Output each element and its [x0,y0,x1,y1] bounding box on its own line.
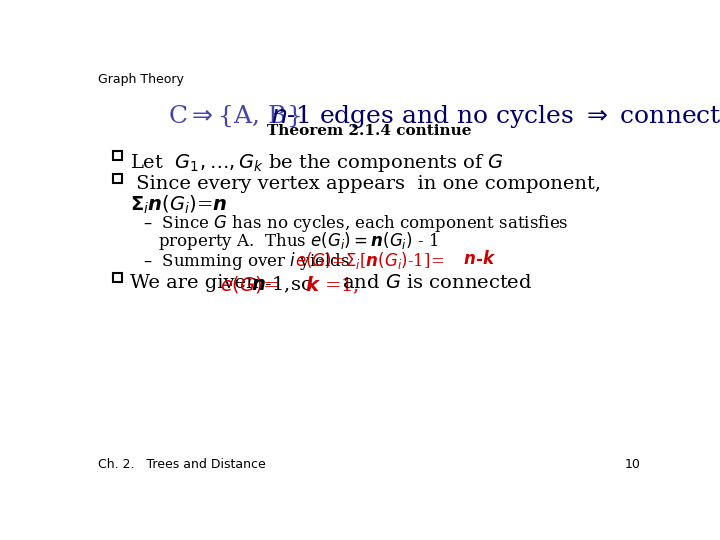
Text: Let  $G_1,\ldots,G_k$ be the components of $G$: Let $G_1,\ldots,G_k$ be the components o… [130,152,504,174]
Text: C$\Rightarrow${A, B}: C$\Rightarrow${A, B} [168,103,303,129]
Text: $\boldsymbol{n}$-1,so: $\boldsymbol{n}$-1,so [251,274,314,294]
Text: –  Summing over $i$ yields: – Summing over $i$ yields [143,249,351,272]
Text: Since every vertex appears  in one component,: Since every vertex appears in one compon… [130,175,601,193]
Text: Graph Theory: Graph Theory [98,72,184,85]
Text: $\mathbf{\Sigma}_i\boldsymbol{n}(G_i)$=$\boldsymbol{n}$: $\mathbf{\Sigma}_i\boldsymbol{n}(G_i)$=$… [130,194,228,217]
Text: $\mathit{n}$-1 edges and no cycles $\Rightarrow$ connected: $\mathit{n}$-1 edges and no cycles $\Rig… [271,103,720,130]
Text: and $G$ is connected: and $G$ is connected [336,274,533,292]
Bar [113,151,122,159]
Text: Theorem 2.1.4 continue: Theorem 2.1.4 continue [266,124,472,138]
Text: $\boldsymbol{k}$ =1,: $\boldsymbol{k}$ =1, [305,274,359,295]
Text: $\mathit{e}(G)$=: $\mathit{e}(G)$= [220,274,279,295]
Text: We are given: We are given [130,274,265,292]
Bar [113,273,122,282]
Text: 10: 10 [624,458,640,471]
Text: $\mathit{e}(G)$=$\Sigma_i$[$\boldsymbol{n}(G_i)$-1]=: $\mathit{e}(G)$=$\Sigma_i$[$\boldsymbol{… [295,249,444,271]
Text: property A.  Thus $\mathit{e}(G_i) = \boldsymbol{n}(G_i)$ - 1: property A. Thus $\mathit{e}(G_i) = \bol… [158,231,438,252]
Text: –  Since $G$ has no cycles, each component satisfies: – Since $G$ has no cycles, each componen… [143,213,568,234]
Text: Ch. 2.   Trees and Distance: Ch. 2. Trees and Distance [98,458,266,471]
Text: $\boldsymbol{n}$-$\boldsymbol{k}$: $\boldsymbol{n}$-$\boldsymbol{k}$ [458,249,497,268]
Bar [113,174,122,183]
